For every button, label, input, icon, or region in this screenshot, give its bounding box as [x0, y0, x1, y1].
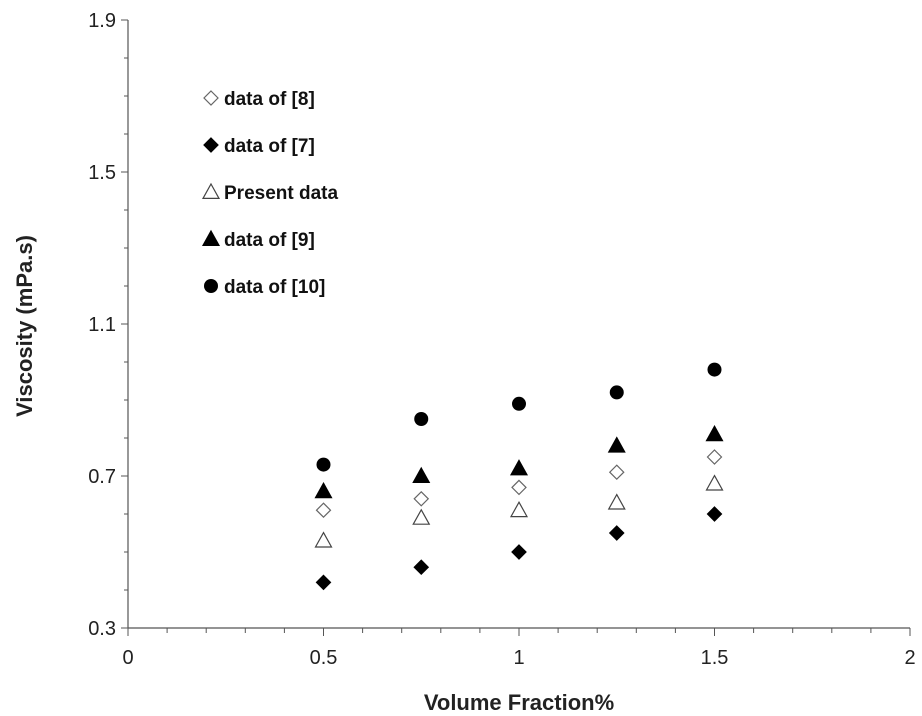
- data-point: [511, 544, 527, 560]
- data-point: [511, 479, 527, 496]
- data-point: [705, 424, 724, 442]
- data-point: [607, 493, 626, 510]
- data-point: [608, 525, 625, 541]
- diamond-open-marker: [706, 449, 723, 465]
- x-tick-label: 2: [904, 647, 915, 669]
- triangle-filled-marker: [705, 424, 724, 442]
- data-point: [509, 459, 529, 476]
- axes: [127, 20, 910, 629]
- diamond-filled-marker: [608, 525, 625, 541]
- triangle-filled-marker: [314, 481, 333, 499]
- legend-marker: [203, 137, 219, 153]
- x-tick-label: 1: [513, 647, 524, 669]
- triangle-open-marker: [201, 182, 221, 199]
- y-tick-label: 0.7: [88, 466, 116, 488]
- data-point: [414, 412, 429, 426]
- data-point: [707, 362, 722, 377]
- legend-marker: [201, 182, 221, 199]
- x-tick-label: 0: [122, 647, 133, 669]
- diamond-open-marker: [315, 502, 332, 519]
- legend-label: Present data: [224, 183, 338, 204]
- x-tick-label: 1.5: [701, 647, 729, 669]
- data-point: [509, 500, 529, 518]
- data-point: [314, 531, 333, 548]
- triangle-open-marker: [705, 474, 724, 491]
- y-tick-label: 1.5: [88, 162, 116, 184]
- triangle-filled-marker: [201, 229, 221, 246]
- y-axis-ticks: 0.3 0.7 1.1 1.5 1.9: [88, 10, 128, 640]
- data-point: [608, 464, 625, 481]
- data-point: [609, 385, 624, 400]
- circle-filled-marker: [414, 412, 429, 426]
- x-axis-ticks: 0 0.5 1 1.5 2: [122, 628, 916, 669]
- diamond-open-marker: [511, 479, 527, 496]
- data-point: [315, 502, 332, 519]
- triangle-filled-marker: [509, 459, 529, 476]
- y-tick-label: 0.3: [88, 618, 116, 640]
- y-tick-label: 1.1: [88, 314, 116, 336]
- triangle-filled-marker: [412, 466, 431, 483]
- x-tick-label: 0.5: [310, 647, 338, 669]
- data-point: [316, 457, 331, 472]
- data-point: [607, 436, 626, 453]
- triangle-open-marker: [509, 500, 529, 518]
- legend-marker: [201, 229, 221, 246]
- diamond-filled-marker: [315, 574, 332, 591]
- diamond-open-marker: [608, 464, 625, 481]
- data-point: [412, 466, 431, 483]
- circle-filled-marker: [512, 396, 526, 411]
- data-point: [706, 449, 723, 465]
- legend-label: data of [8]: [224, 89, 315, 110]
- y-tick-label: 1.9: [88, 10, 116, 32]
- triangle-open-marker: [314, 531, 333, 548]
- legend-marker: [203, 90, 219, 106]
- data-point: [413, 490, 430, 507]
- triangle-filled-marker: [607, 436, 626, 453]
- triangle-open-marker: [412, 508, 431, 525]
- diamond-open-marker: [413, 490, 430, 507]
- data-point: [314, 481, 333, 499]
- diamond-open-marker: [203, 90, 219, 106]
- data-point: [706, 506, 723, 522]
- legend-label: data of [7]: [224, 136, 315, 157]
- y-axis-title: Viscosity (mPa.s): [12, 235, 37, 417]
- circle-filled-marker: [204, 279, 218, 293]
- circle-filled-marker: [609, 385, 624, 400]
- legend-label: data of [10]: [224, 277, 325, 298]
- x-axis-title: Volume Fraction%: [424, 690, 614, 715]
- data-point: [412, 508, 431, 525]
- data-point: [512, 396, 526, 411]
- legend: data of [8] data of [7] Present data data o…: [201, 89, 338, 298]
- legend-label: data of [9]: [224, 230, 315, 251]
- diamond-filled-marker: [203, 137, 219, 153]
- triangle-open-marker: [607, 493, 626, 510]
- data-points: [314, 362, 724, 591]
- data-point: [315, 574, 332, 591]
- legend-marker: [204, 279, 218, 293]
- data-point: [705, 474, 724, 491]
- diamond-filled-marker: [706, 506, 723, 522]
- circle-filled-marker: [707, 362, 722, 377]
- circle-filled-marker: [316, 457, 331, 472]
- diamond-filled-marker: [413, 559, 430, 576]
- diamond-filled-marker: [511, 544, 527, 560]
- data-point: [413, 559, 430, 576]
